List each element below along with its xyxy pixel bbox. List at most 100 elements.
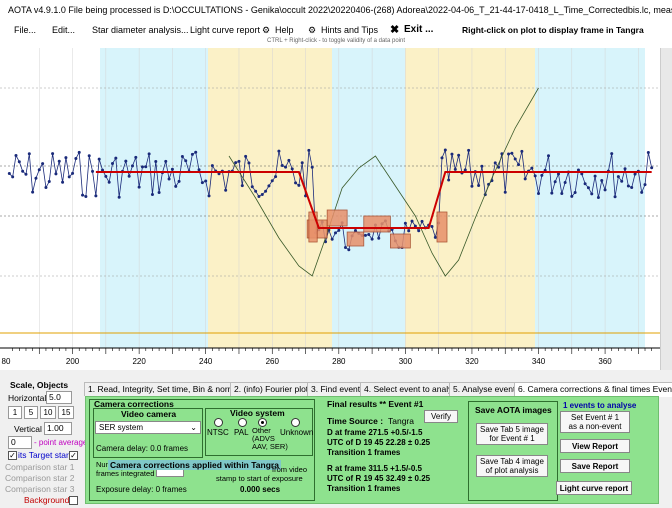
- menu-exit[interactable]: Exit ...: [404, 24, 434, 35]
- data-point: [463, 168, 467, 172]
- save-report-button[interactable]: Save Report: [560, 459, 630, 473]
- data-point: [467, 148, 471, 152]
- data-point: [646, 150, 650, 154]
- data-point: [630, 186, 634, 190]
- data-point: [174, 184, 178, 188]
- data-point: [267, 184, 271, 188]
- data-point: [343, 245, 347, 249]
- background-label: Background: [24, 495, 70, 505]
- menu-star-diameter[interactable]: Star diameter analysis...: [92, 25, 189, 35]
- data-point: [443, 148, 447, 152]
- scale-button-15[interactable]: 15: [58, 406, 74, 419]
- camera-corrections-overlay: Camera corrections applied within Tangra: [108, 460, 281, 470]
- radio-pal[interactable]: [238, 418, 247, 427]
- menu-light-curve-report[interactable]: Light curve report: [190, 25, 261, 35]
- save-tab5-button[interactable]: Save Tab 5 image for Event # 1: [476, 423, 548, 445]
- data-point: [27, 152, 31, 156]
- data-point: [603, 188, 607, 192]
- hints-icon[interactable]: ⚙: [308, 25, 317, 35]
- from-video-label: from video: [272, 465, 308, 474]
- data-point: [254, 189, 258, 193]
- video-system-title: Video system: [230, 408, 285, 418]
- data-point: [150, 192, 154, 196]
- band-2: [332, 48, 405, 348]
- menu-help[interactable]: Help: [275, 25, 294, 35]
- utc-of-r: UTC of R 19 45 32.49 ± 0.25: [327, 474, 431, 483]
- data-point: [21, 169, 25, 173]
- data-point: [540, 173, 544, 177]
- camera-delay: Camera delay: 0.0 frames: [96, 444, 189, 453]
- data-point: [130, 164, 134, 168]
- data-point: [37, 168, 41, 172]
- data-point: [164, 159, 168, 163]
- menu-hints[interactable]: Hints and Tips: [321, 25, 379, 35]
- right-click-hint: Right-click on plot to display frame in …: [462, 25, 644, 35]
- data-point: [54, 172, 58, 176]
- target-star-checkbox[interactable]: ✓: [69, 451, 78, 460]
- comparison-star-2-label: Comparison star 2: [5, 473, 75, 483]
- scale-button-1[interactable]: 1: [8, 406, 22, 419]
- data-point: [493, 161, 497, 165]
- data-point: [57, 159, 61, 163]
- data-point: [413, 224, 417, 228]
- data-point: [277, 149, 281, 153]
- data-point: [297, 183, 301, 187]
- data-point: [367, 233, 371, 237]
- data-point: [363, 233, 367, 237]
- data-point: [560, 192, 564, 196]
- background-checkbox[interactable]: [69, 496, 78, 505]
- radio-unknown[interactable]: [291, 418, 300, 427]
- menu-edit[interactable]: Edit...: [52, 25, 76, 35]
- data-point: [533, 174, 537, 178]
- set-non-event-button[interactable]: Set Event # 1 as a non-event: [560, 411, 630, 433]
- data-point: [137, 185, 141, 189]
- data-point: [503, 190, 507, 194]
- data-point: [583, 182, 587, 186]
- data-point: [556, 172, 560, 176]
- view-report-button[interactable]: View Report: [560, 439, 630, 453]
- data-point: [447, 178, 451, 182]
- menu-file[interactable]: File...: [14, 25, 37, 35]
- data-point: [84, 195, 88, 199]
- data-point: [626, 184, 630, 188]
- tab-fourier-plot[interactable]: 2. (info) Fourier plot: [230, 382, 313, 396]
- data-point: [290, 167, 294, 171]
- radio-ntsc[interactable]: [214, 418, 223, 427]
- point-average-select[interactable]: 0: [8, 436, 32, 449]
- data-point: [333, 231, 337, 235]
- light-curve-report-button[interactable]: Light curve report: [556, 481, 632, 495]
- verify-button[interactable]: Verify: [424, 410, 458, 423]
- data-point: [596, 196, 600, 200]
- save-images-title: Save AOTA images: [475, 405, 552, 415]
- exposure-secs: 0.000 secs: [240, 485, 281, 494]
- data-point: [81, 193, 85, 197]
- horizontal-scale-input[interactable]: 5.0: [46, 391, 72, 404]
- data-point: [7, 172, 11, 176]
- vertical-scrollbar[interactable]: [660, 48, 672, 370]
- save-tab4-button[interactable]: Save Tab 4 image of plot analysis: [476, 455, 548, 477]
- data-point: [194, 150, 198, 154]
- close-icon[interactable]: ✖: [390, 24, 400, 36]
- data-point: [127, 174, 131, 178]
- camera-corrections-panel: Camera corrections Video camera SER syst…: [85, 396, 659, 504]
- light-curve-plot[interactable]: 80 200 220 240 260 280 300 320 340 360: [0, 48, 660, 370]
- data-point: [590, 192, 594, 196]
- help-icon[interactable]: ⚙: [262, 25, 271, 35]
- data-point: [330, 237, 334, 241]
- tab-camera-corrections[interactable]: 6. Camera corrections & final times Even…: [514, 382, 672, 397]
- data-point: [64, 156, 68, 160]
- scale-button-10[interactable]: 10: [40, 406, 56, 419]
- data-point: [417, 229, 421, 233]
- data-point: [140, 165, 144, 169]
- radio-other[interactable]: [258, 418, 267, 427]
- x-tick-label: 340: [532, 357, 546, 366]
- data-point: [510, 151, 514, 155]
- scale-button-5[interactable]: 5: [24, 406, 38, 419]
- camera-select[interactable]: SER system ⌄: [95, 421, 201, 434]
- video-camera-group: [93, 408, 203, 458]
- target-checkbox-left[interactable]: ✓: [8, 451, 17, 460]
- x-tick-label: 240: [199, 357, 213, 366]
- band-4: [535, 48, 645, 348]
- vertical-scale-input[interactable]: 1.00: [44, 422, 72, 435]
- data-point: [94, 194, 98, 198]
